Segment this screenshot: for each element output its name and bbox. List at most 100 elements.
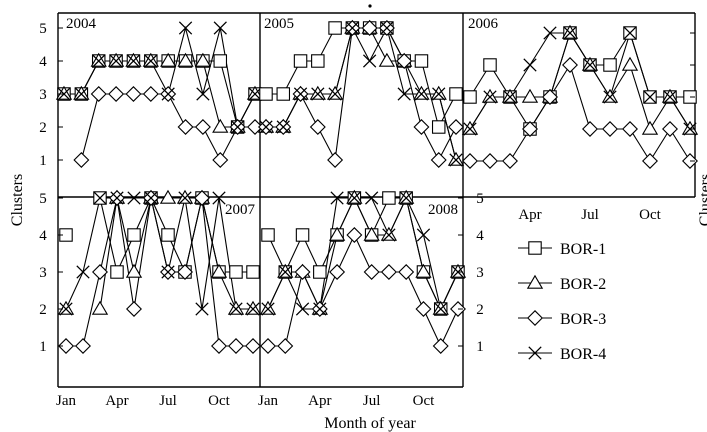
point-bor-4 bbox=[295, 302, 310, 316]
point-bor-4 bbox=[92, 54, 106, 68]
point-bor-3 bbox=[260, 338, 276, 354]
point-bor-4 bbox=[178, 191, 192, 205]
point-bor-4 bbox=[213, 21, 227, 35]
series-line-bor-4 bbox=[469, 31, 691, 130]
point-bor-4 bbox=[161, 265, 175, 279]
point-bor-2 bbox=[159, 189, 177, 204]
point-bor-1 bbox=[246, 265, 260, 279]
point-bor-2 bbox=[601, 88, 619, 103]
point-bor-2 bbox=[177, 52, 194, 67]
y-tick-label: 2 bbox=[39, 120, 47, 136]
point-bor-3 bbox=[462, 153, 478, 169]
y-tick-label: 3 bbox=[476, 265, 484, 281]
point-bor-4 bbox=[293, 87, 308, 101]
point-bor-4 bbox=[161, 87, 175, 101]
point-bor-3 bbox=[398, 264, 415, 280]
point-bor-4 bbox=[380, 21, 394, 35]
point-bor-2 bbox=[326, 85, 344, 100]
point-bor-1 bbox=[276, 87, 291, 101]
point-bor-4 bbox=[523, 58, 537, 72]
point-bor-4 bbox=[328, 87, 342, 101]
point-bor-3 bbox=[432, 338, 449, 354]
point-bor-4 bbox=[230, 120, 245, 134]
panel-2006: 2006 bbox=[461, 16, 699, 169]
point-bor-3 bbox=[277, 338, 294, 354]
point-bor-2 bbox=[57, 300, 75, 315]
legend-marker-triangle bbox=[526, 274, 544, 289]
point-bor-1 bbox=[431, 120, 446, 134]
point-bor-4 bbox=[248, 87, 262, 101]
x-tick-label: Jul bbox=[581, 207, 599, 223]
point-bor-2 bbox=[430, 85, 447, 100]
point-bor-2 bbox=[561, 24, 579, 39]
point-bor-4 bbox=[127, 191, 141, 205]
point-bor-4 bbox=[663, 90, 677, 104]
point-bor-4 bbox=[623, 26, 637, 40]
x-tick-label: Jul bbox=[159, 393, 177, 409]
point-bor-2 bbox=[521, 88, 539, 103]
panel-title-2006: 2006 bbox=[468, 16, 499, 32]
point-bor-4 bbox=[503, 90, 517, 104]
point-bor-4 bbox=[563, 26, 577, 40]
point-bor-4 bbox=[345, 21, 360, 35]
point-bor-4 bbox=[57, 87, 71, 101]
point-bor-2 bbox=[501, 88, 519, 103]
panels-layer: 2004 2005 2006 2007 2008 bbox=[55, 16, 699, 354]
point-bor-3 bbox=[346, 227, 363, 243]
point-bor-2 bbox=[194, 52, 212, 67]
series-line-bor-1 bbox=[266, 27, 457, 129]
y-tick-label: 2 bbox=[476, 302, 484, 318]
point-bor-3 bbox=[502, 153, 518, 169]
point-bor-4 bbox=[483, 90, 497, 104]
x-tick-label: Oct bbox=[413, 393, 435, 409]
stray-dot bbox=[368, 4, 372, 8]
point-bor-2 bbox=[641, 120, 659, 135]
point-bor-4 bbox=[364, 191, 379, 205]
point-bor-3 bbox=[247, 119, 263, 135]
point-bor-2 bbox=[681, 120, 699, 135]
point-bor-3 bbox=[92, 264, 108, 280]
point-bor-3 bbox=[380, 264, 397, 280]
x-tick-label: Apr bbox=[518, 207, 541, 223]
point-bor-1 bbox=[213, 54, 228, 68]
point-bor-3 bbox=[363, 264, 380, 280]
point-bor-4 bbox=[110, 191, 124, 205]
legend-item-bor-3: BOR-3 bbox=[518, 310, 606, 328]
panel-2008: 2008 bbox=[259, 189, 467, 354]
point-bor-3 bbox=[228, 338, 244, 354]
point-bor-4 bbox=[434, 302, 448, 316]
point-bor-2 bbox=[328, 226, 346, 241]
point-bor-3 bbox=[294, 264, 311, 280]
point-bor-3 bbox=[662, 121, 678, 137]
series-line-bor-2 bbox=[469, 31, 691, 131]
point-bor-2 bbox=[125, 52, 142, 67]
point-bor-4 bbox=[347, 191, 362, 205]
point-bor-3 bbox=[642, 153, 658, 169]
x-axis-title: Month of year bbox=[324, 415, 416, 432]
point-bor-4 bbox=[261, 302, 275, 316]
point-bor-4 bbox=[330, 191, 344, 205]
point-bor-2 bbox=[415, 263, 432, 278]
point-bor-4 bbox=[109, 54, 123, 68]
point-bor-1 bbox=[127, 228, 141, 242]
point-bor-3 bbox=[212, 152, 229, 168]
point-bor-1 bbox=[110, 265, 124, 279]
point-bor-2 bbox=[91, 300, 109, 315]
point-bor-1 bbox=[259, 87, 273, 101]
point-bor-3 bbox=[602, 121, 618, 137]
point-bor-4 bbox=[397, 87, 411, 101]
point-bor-4 bbox=[144, 191, 158, 205]
point-bor-4 bbox=[229, 302, 243, 316]
point-bor-4 bbox=[276, 120, 290, 134]
y-tick-label: 4 bbox=[39, 228, 47, 244]
point-bor-1 bbox=[313, 265, 327, 279]
panel-title-2004: 2004 bbox=[66, 16, 97, 32]
legend-item-bor-2: BOR-2 bbox=[518, 274, 606, 293]
point-bor-3 bbox=[413, 119, 430, 135]
series-line-bor-3 bbox=[470, 63, 691, 163]
point-bor-2 bbox=[246, 85, 264, 100]
point-bor-2 bbox=[661, 88, 679, 103]
y-tick-label: 4 bbox=[476, 228, 484, 244]
y-tick-label: 3 bbox=[39, 265, 47, 281]
point-bor-4 bbox=[311, 87, 325, 101]
